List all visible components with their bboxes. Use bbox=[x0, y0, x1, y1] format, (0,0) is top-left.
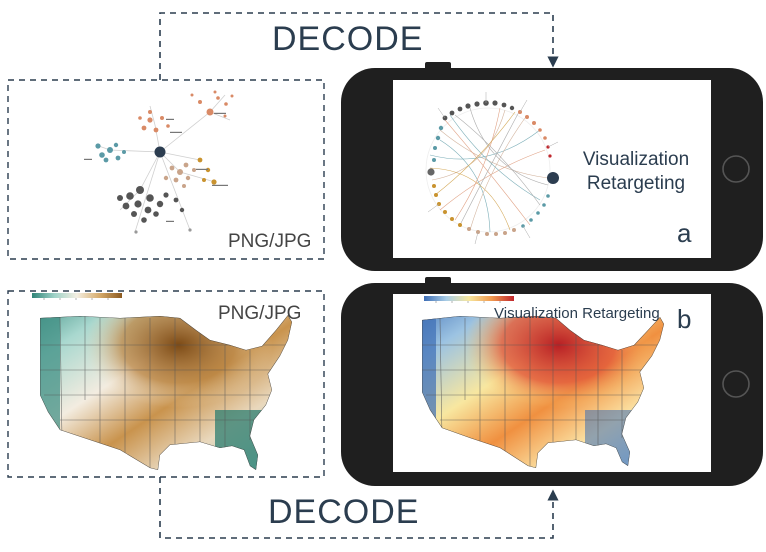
top-decode-arrow bbox=[159, 12, 559, 80]
svg-text:▬▬: ▬▬ bbox=[166, 218, 174, 223]
top-decode-label: DECODE bbox=[272, 20, 424, 58]
svg-text:▬▬▬: ▬▬▬ bbox=[170, 129, 182, 134]
us-map-brown-teal bbox=[40, 315, 292, 470]
brown-teal-legend bbox=[32, 293, 122, 300]
top-retargeting-title: Visualization Retargeting bbox=[576, 148, 696, 196]
panel-letter-a: a bbox=[677, 218, 692, 248]
radial-graph-image bbox=[425, 92, 559, 245]
panel-letter-b: b bbox=[677, 304, 692, 334]
network-graph-image: ▬▬▬ ▬▬ ▬▬▬ ▬▬ ▬▬▬ ▬▬▬▬ ▬▬ bbox=[84, 90, 234, 234]
svg-text:▬▬: ▬▬ bbox=[166, 116, 174, 121]
top-source-format-label: PNG/JPG bbox=[228, 231, 312, 252]
bottom-source-frame bbox=[7, 290, 325, 478]
bottom-decode-label: DECODE bbox=[268, 493, 420, 531]
top-source-frame bbox=[7, 79, 325, 260]
svg-text:▬▬▬: ▬▬▬ bbox=[196, 166, 208, 171]
blue-red-legend bbox=[424, 296, 514, 303]
top-phone bbox=[341, 62, 763, 271]
svg-text:▬▬: ▬▬ bbox=[84, 156, 92, 161]
top-retargeting-line1: Visualization bbox=[582, 149, 690, 170]
bottom-decode-arrow bbox=[159, 477, 559, 539]
bottom-retargeting-title: Visualization Retargeting bbox=[494, 305, 660, 322]
top-retargeting-line2: Retargeting bbox=[586, 173, 686, 194]
svg-text:▬▬▬▬: ▬▬▬▬ bbox=[212, 182, 228, 187]
svg-text:▬▬▬: ▬▬▬ bbox=[214, 110, 226, 115]
bottom-source-format-label: PNG/JPG bbox=[218, 303, 302, 324]
